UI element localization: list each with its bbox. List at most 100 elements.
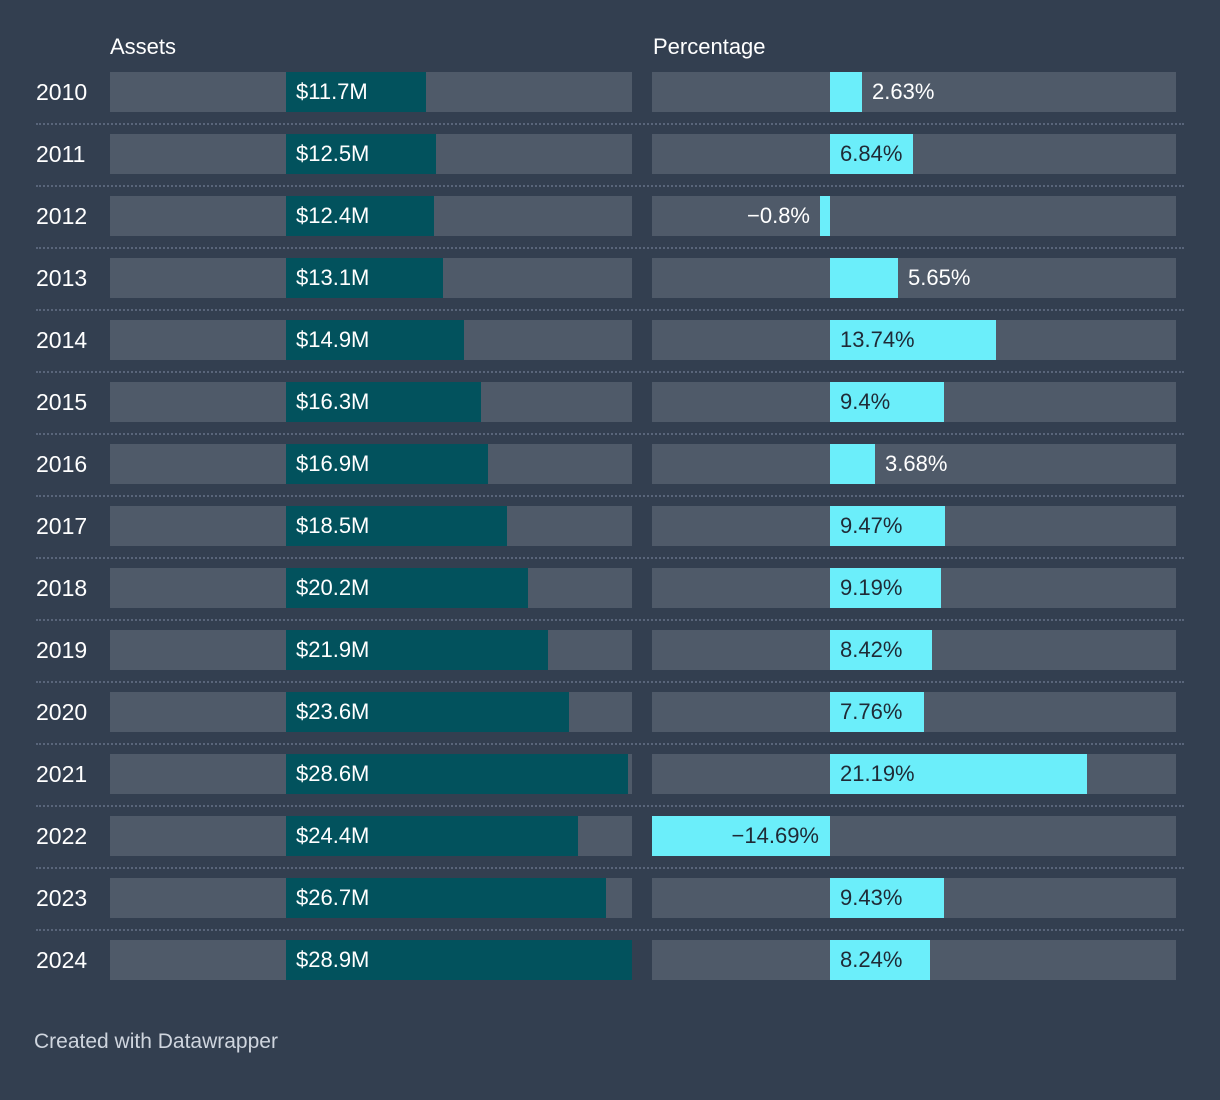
row-separator (36, 619, 1184, 621)
assets-value-label: $24.4M (296, 823, 370, 848)
row-separator (36, 495, 1184, 497)
row-separator (36, 867, 1184, 869)
assets-value-label: $26.7M (296, 885, 370, 910)
row-separator (36, 805, 1184, 807)
percentage-value-label: −0.8% (747, 203, 810, 228)
row-separator (36, 433, 1184, 435)
percentage-bar (652, 816, 830, 856)
row-separator (36, 247, 1184, 249)
assets-bar (286, 940, 632, 980)
table-row: 2015 $16.3M 9.4% (0, 382, 1220, 444)
table-row: 2019 $21.9M 8.42% (0, 630, 1220, 692)
assets-value-label: $16.3M (296, 389, 370, 414)
year-label: 2021 (36, 761, 88, 787)
year-label: 2020 (36, 699, 88, 725)
percentage-bar (820, 196, 830, 236)
percentage-track (652, 258, 1176, 298)
row-separator (36, 123, 1184, 125)
assets-value-label: $12.4M (296, 203, 370, 228)
year-label: 2015 (36, 389, 88, 415)
table-row: 2013 $13.1M 5.65% (0, 258, 1220, 320)
percentage-track (652, 134, 1176, 174)
percentage-track (652, 196, 1176, 236)
assets-value-label: $21.9M (296, 637, 370, 662)
year-label: 2017 (36, 513, 88, 539)
row-separator (36, 929, 1184, 931)
percentage-bar (830, 72, 862, 112)
year-label: 2024 (36, 947, 88, 973)
percentage-bar (830, 258, 898, 298)
percentage-value-label: 9.47% (840, 513, 903, 538)
table-row: 2024 $28.9M 8.24% (0, 940, 1220, 1002)
assets-bar (286, 630, 548, 670)
assets-bar (286, 382, 481, 422)
assets-value-label: $18.5M (296, 513, 370, 538)
year-label: 2022 (36, 823, 88, 849)
table-row: 2014 $14.9M 13.74% (0, 320, 1220, 382)
year-label: 2013 (36, 265, 88, 291)
percentage-value-label: 9.19% (840, 575, 903, 600)
assets-bar (286, 878, 606, 918)
assets-bar (286, 196, 434, 236)
assets-bar (286, 72, 426, 112)
percentage-bar (830, 878, 944, 918)
table-row: 2018 $20.2M 9.19% (0, 568, 1220, 630)
assets-bar (286, 754, 628, 794)
datawrapper-credit: Created with Datawrapper (34, 1030, 278, 1053)
percentage-value-label: 7.76% (840, 699, 903, 724)
assets-bar (286, 816, 578, 856)
year-label: 2019 (36, 637, 88, 663)
year-label: 2016 (36, 451, 88, 477)
year-label: 2018 (36, 575, 88, 601)
percentage-value-label: 9.4% (840, 389, 891, 414)
year-label: 2011 (36, 141, 86, 167)
percentage-bar (830, 692, 924, 732)
percentage-value-label: 6.84% (840, 141, 903, 166)
percentage-column-header: Percentage (653, 34, 766, 59)
percentage-value-label: 5.65% (908, 265, 971, 290)
assets-bar (286, 258, 443, 298)
percentage-bar (830, 940, 930, 980)
assets-value-label: $14.9M (296, 327, 370, 352)
row-separator (36, 681, 1184, 683)
assets-bar (286, 506, 507, 546)
year-label: 2023 (36, 885, 88, 911)
table-row: 2012 $12.4M −0.8% (0, 196, 1220, 258)
assets-value-label: $16.9M (296, 451, 370, 476)
percentage-bar (830, 444, 875, 484)
percentage-bar (830, 320, 996, 360)
year-label: 2012 (36, 203, 88, 229)
percentage-track (652, 444, 1176, 484)
percentage-bar (830, 506, 945, 546)
percentage-value-label: 9.43% (840, 885, 903, 910)
assets-bar (286, 568, 528, 608)
assets-bar (286, 692, 569, 732)
assets-value-label: $23.6M (296, 699, 370, 724)
assets-bar (286, 444, 488, 484)
assets-value-label: $11.7M (296, 79, 368, 104)
percentage-value-label: 8.42% (840, 637, 903, 662)
row-separator (36, 309, 1184, 311)
assets-value-label: $12.5M (296, 141, 370, 166)
percentage-value-label: 13.74% (840, 327, 915, 352)
table-row: 2010 $11.7M 2.63% (0, 72, 1220, 134)
year-label: 2010 (36, 79, 88, 105)
assets-column-header: Assets (110, 34, 177, 59)
assets-value-label: $28.6M (296, 761, 370, 786)
table-row: 2021 $28.6M 21.19% (0, 754, 1220, 816)
row-separator (36, 557, 1184, 559)
percentage-value-label: 3.68% (885, 451, 948, 476)
assets-value-label: $13.1M (296, 265, 370, 290)
year-label: 2014 (36, 327, 88, 353)
percentage-bar (830, 568, 941, 608)
row-separator (36, 371, 1184, 373)
table-row: 2023 $26.7M 9.43% (0, 878, 1220, 940)
percentage-bar (830, 754, 1087, 794)
percentage-bar (830, 382, 944, 422)
assets-bar (286, 320, 464, 360)
percentage-value-label: 21.19% (840, 761, 915, 786)
assets-value-label: $20.2M (296, 575, 370, 600)
percentage-value-label: 2.63% (872, 79, 935, 104)
percentage-value-label: 8.24% (840, 947, 903, 972)
table-row: 2017 $18.5M 9.47% (0, 506, 1220, 568)
